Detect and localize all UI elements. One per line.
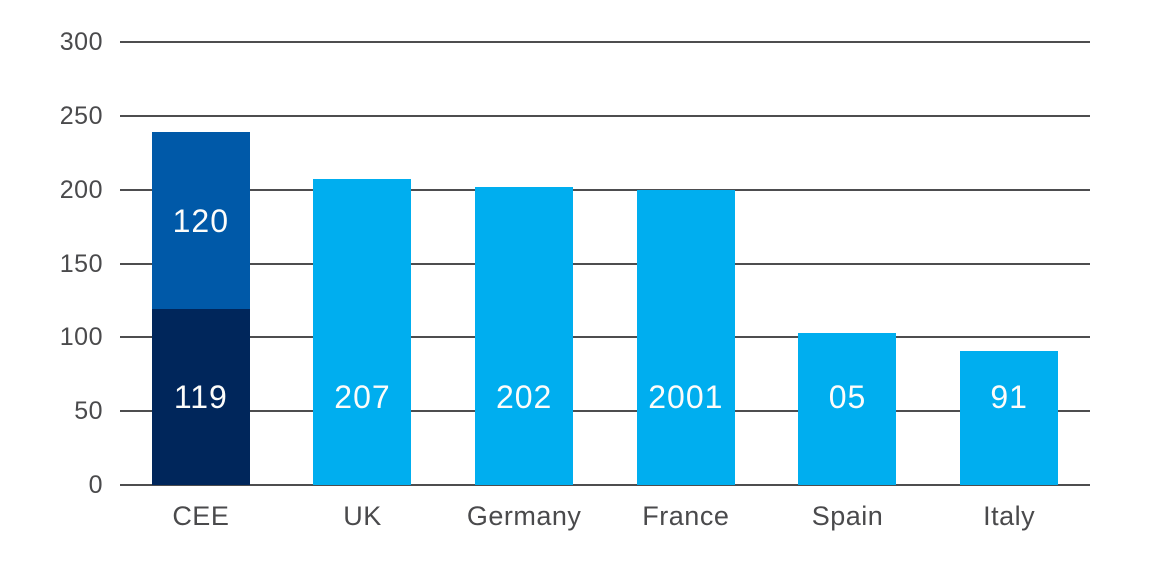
y-tick-label-0: 0 (88, 471, 103, 499)
x-category-label-france: France (642, 501, 730, 531)
band-uk: 207 (282, 42, 444, 485)
gridline-100 (120, 336, 1090, 339)
x-category-label-spain: Spain (811, 501, 884, 531)
bar-germany: 202 (475, 187, 574, 485)
x-category-label-germany: Germany (466, 501, 582, 531)
gridline-0 (120, 484, 1090, 486)
bar-italy: 91 (960, 351, 1059, 485)
gridline-300 (120, 41, 1090, 43)
band-france: 2001 (605, 42, 767, 485)
bar-value-label-cee-0: 119 (173, 379, 228, 415)
bar-value-label-spain-0: 05 (828, 379, 867, 415)
x-category-label-cee: CEE (172, 501, 230, 531)
gridline-250 (120, 114, 1090, 117)
y-tick-label-200: 200 (59, 175, 103, 204)
band-italy: 91 (928, 42, 1090, 485)
bar-segment-germany-0: 202 (475, 187, 574, 485)
gridline-200 (120, 188, 1090, 191)
bar-value-label-france-0: 2001 (648, 379, 724, 415)
band-germany: 202 (443, 42, 605, 485)
y-tick-label-300: 300 (59, 28, 103, 56)
x-axis: CEE UK Germany France Spain Italy (120, 499, 1090, 539)
bar-uk: 207 (313, 179, 412, 485)
y-tick-label-250: 250 (59, 101, 103, 130)
bar-spain: 05 (798, 333, 897, 485)
y-tick-label-100: 100 (59, 323, 103, 352)
x-category-label-italy: Italy (983, 501, 1036, 531)
bar-segment-uk-0: 207 (313, 179, 412, 485)
bar-segment-italy-0: 91 (960, 351, 1059, 485)
bar-segment-france-0: 2001 (636, 190, 735, 485)
y-tick-label-50: 50 (74, 397, 103, 426)
bar-segment-cee-0: 119 (151, 309, 250, 485)
bar-segment-spain-0: 05 (798, 333, 897, 485)
bar-value-label-cee-1: 120 (172, 202, 230, 239)
y-axis: 0 50 100 150 200 250 300 (0, 29, 103, 498)
bar-value-label-italy-0: 91 (990, 379, 1028, 415)
y-tick-label-150: 150 (59, 249, 103, 278)
bar-value-label-uk-0: 207 (334, 379, 391, 415)
gridline-50 (120, 410, 1090, 413)
gridline-150 (120, 262, 1090, 265)
bar-france: 2001 (636, 190, 735, 485)
plot-area: 119 120 207 202 2001 05 91 (120, 41, 1090, 486)
bar-value-label-germany-0: 202 (495, 379, 553, 415)
bar-segment-cee-1: 120 (151, 132, 250, 309)
band-cee: 119 120 (120, 42, 282, 485)
bar-cee: 119 120 (151, 132, 250, 485)
band-spain: 05 (767, 42, 929, 485)
x-category-label-uk: UK (343, 501, 382, 531)
